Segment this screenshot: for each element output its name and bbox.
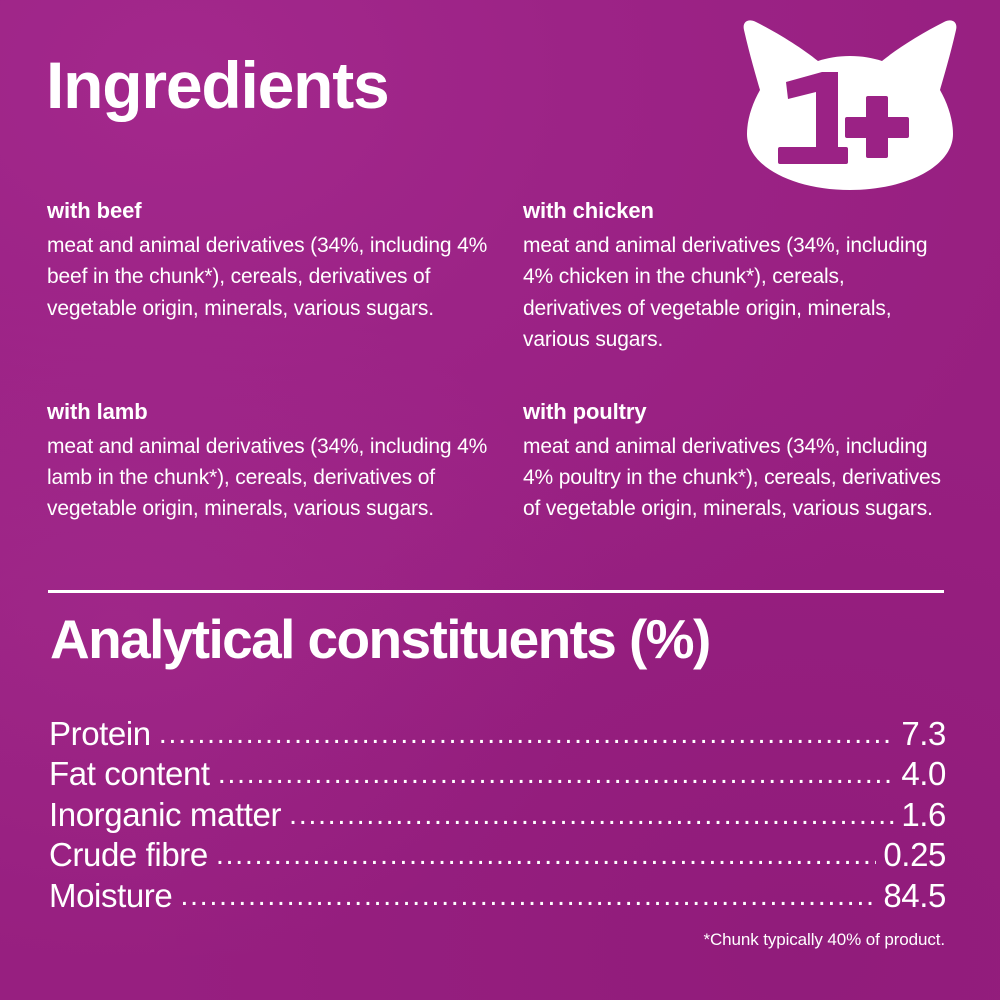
variant-lamb: with lamb meat and animal derivatives (3… [47, 399, 523, 525]
dot-leader: ........................................… [158, 718, 895, 750]
variant-name: with poultry [523, 398, 647, 424]
cat-head-icon [726, 18, 974, 190]
ingredients-title: Ingredients [46, 48, 390, 122]
variant-name: with beef [47, 198, 142, 223]
constituent-row-crude-fibre: Crude fibre ............................… [49, 835, 946, 875]
constituent-row-inorganic-matter: Inorganic matter .......................… [49, 795, 946, 835]
chunk-footnote: *Chunk typically 40% of product. [703, 930, 945, 949]
analytical-constituents-list: Protein ................................… [49, 714, 946, 916]
constituent-row-moisture: Moisture ...............................… [49, 876, 946, 916]
variant-name: with chicken [523, 198, 654, 223]
constituent-value: 0.25 [883, 836, 946, 874]
variant-poultry: with poultry meat and animal derivatives… [523, 399, 953, 525]
variant-description: meat and animal derivatives (34%, includ… [523, 435, 941, 521]
dot-leader: ........................................… [215, 839, 877, 872]
variant-description: meat and animal derivatives (34%, includ… [47, 435, 488, 521]
analytical-constituents-title: Analytical constituents (%) [50, 608, 711, 670]
constituent-value: 1.6 [901, 795, 946, 833]
dot-leader: ........................................… [180, 879, 876, 912]
constituent-row-fat-content: Fat content ............................… [49, 754, 946, 794]
dot-leader: ........................................… [289, 798, 894, 831]
constituent-label: Crude fibre [49, 836, 208, 874]
variant-beef: with beef meat and animal derivatives (3… [47, 198, 523, 355]
constituent-label: Protein [49, 715, 151, 752]
constituent-label: Inorganic matter [49, 795, 282, 833]
variant-description: meat and animal derivatives (34%, includ… [523, 234, 928, 351]
constituent-value: 84.5 [883, 876, 946, 914]
ingredient-variant-grid: with beef meat and animal derivatives (3… [47, 198, 953, 524]
variant-chicken: with chicken meat and animal derivatives… [523, 198, 953, 355]
variant-description: meat and animal derivatives (34%, includ… [47, 234, 488, 320]
constituent-label: Moisture [49, 876, 173, 914]
variant-name: with lamb [47, 398, 148, 424]
age-badge-label [778, 72, 909, 164]
constituent-label: Fat content [49, 755, 210, 793]
dot-leader: ........................................… [217, 758, 895, 791]
section-divider [48, 590, 944, 593]
constituent-row-protein: Protein ................................… [49, 714, 946, 754]
constituent-value: 4.0 [901, 755, 946, 793]
constituent-value: 7.3 [901, 715, 946, 752]
